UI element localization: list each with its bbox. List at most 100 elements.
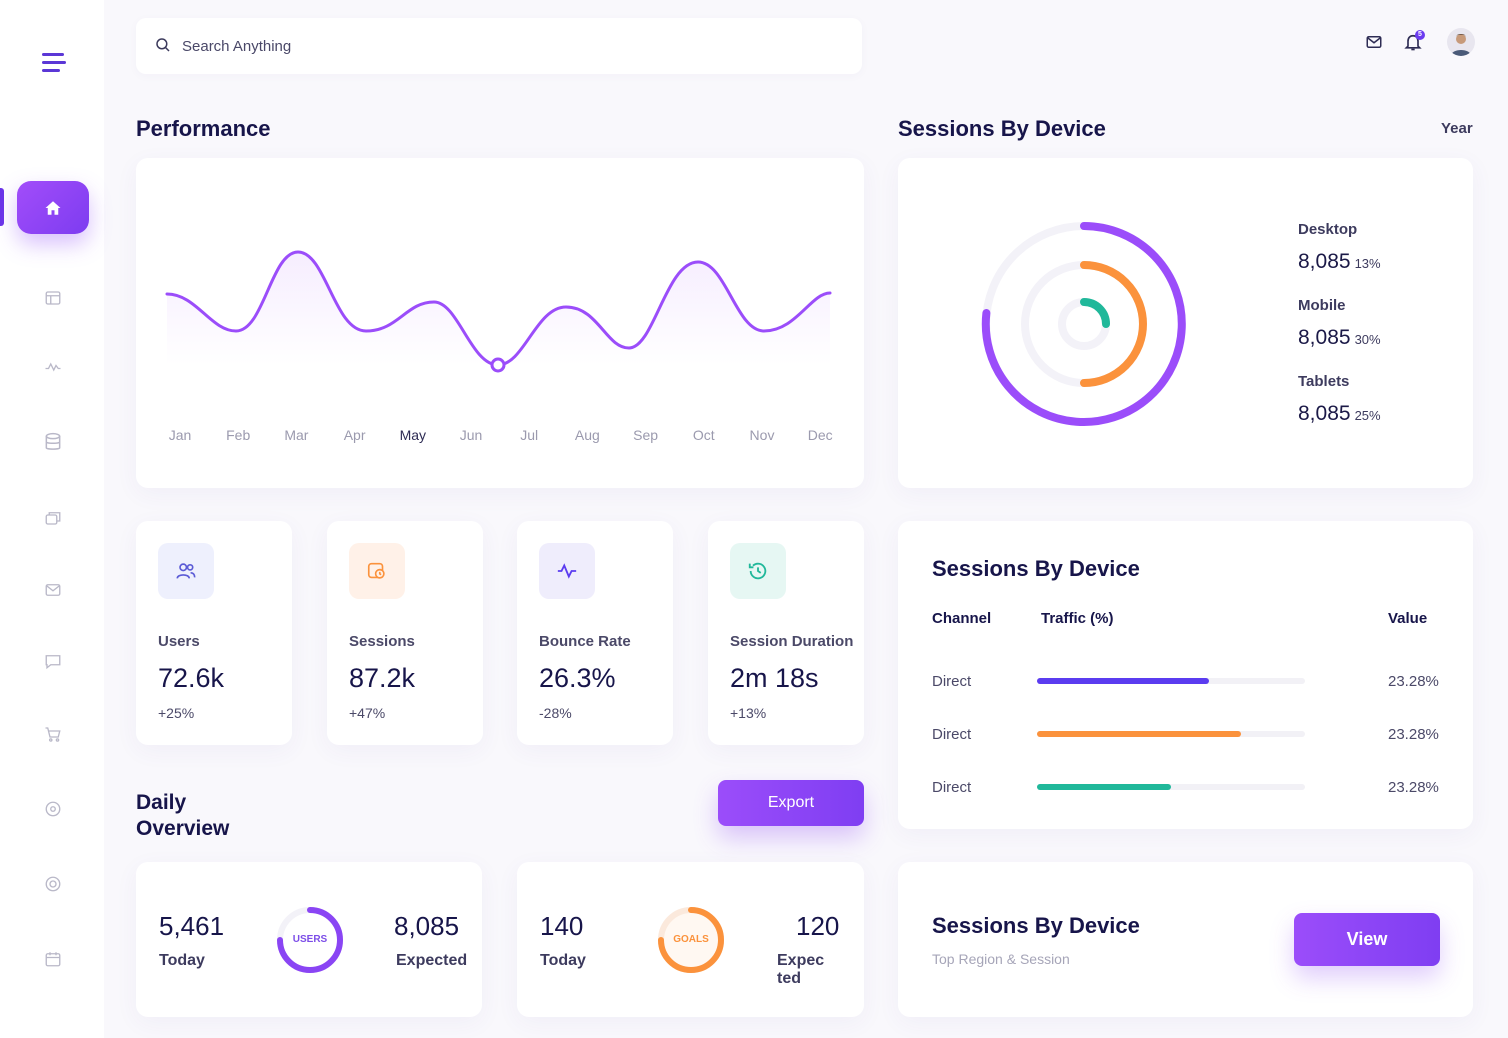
device-donut	[981, 222, 1186, 426]
clock-icon	[730, 543, 786, 599]
goals-ring-arc	[658, 907, 724, 973]
pulse-icon	[45, 362, 61, 372]
device-label-tablets: Tablets	[1298, 373, 1350, 390]
month-label: Nov	[749, 427, 775, 443]
column-header-value: Value	[1388, 610, 1428, 627]
month-label: Jul	[520, 427, 539, 443]
stat-label: Session Duration	[730, 633, 854, 650]
region-subtitle: Top Region & Session	[932, 951, 1070, 967]
goals-ring-label: GOALS	[673, 934, 709, 945]
view-button[interactable]: View	[1294, 913, 1440, 966]
sidebar-item-activity[interactable]	[42, 356, 64, 378]
export-button[interactable]: Export	[718, 780, 864, 826]
stat-change: +47%	[349, 705, 386, 721]
sidebar-item-cart[interactable]	[42, 723, 64, 745]
notification-badge: 5	[1415, 30, 1425, 40]
sidebar-item-home[interactable]	[17, 181, 89, 234]
stat-label: Sessions	[349, 633, 415, 650]
stat-card-bounce-rate[interactable]: Bounce Rate 26.3% -28%	[517, 521, 673, 745]
users-today-label: Today	[159, 952, 205, 969]
search-input[interactable]	[182, 34, 582, 58]
traffic-bar	[1037, 784, 1171, 790]
goals-expected-label-line2: ted	[777, 970, 801, 987]
column-header-channel: Channel	[932, 610, 992, 627]
mail-icon[interactable]	[1364, 33, 1384, 51]
month-label: Jun	[459, 427, 483, 443]
home-icon	[45, 200, 61, 215]
windows-icon	[45, 512, 61, 525]
stat-change: +13%	[730, 705, 767, 721]
cart-icon	[45, 727, 61, 742]
sidebar-item-database[interactable]	[42, 431, 64, 453]
sidebar-item-windows[interactable]	[42, 507, 64, 529]
month-label: Feb	[226, 427, 251, 443]
bell-icon[interactable]	[1403, 32, 1423, 52]
coin-icon	[45, 801, 61, 817]
stat-change: +25%	[158, 705, 195, 721]
database-icon	[45, 432, 61, 450]
month-label: Mar	[284, 427, 309, 443]
stat-value: 2m 18s	[730, 663, 819, 693]
month-label: Oct	[692, 427, 715, 443]
users-ring	[277, 907, 343, 973]
row-value: 23.28%	[1388, 673, 1439, 690]
sessions-device-card	[898, 158, 1473, 488]
month-label: Aug	[574, 427, 600, 443]
month-label: Jan	[168, 427, 192, 443]
row-value: 23.28%	[1388, 779, 1439, 796]
goals-expected-label-line1: Expec	[777, 952, 825, 969]
sidebar-item-layout[interactable]	[42, 287, 64, 309]
stat-change: -28%	[539, 705, 572, 721]
calendar-icon	[45, 952, 61, 967]
layout-icon	[45, 291, 61, 305]
month-label: Apr	[343, 427, 366, 443]
users-today-value: 5,461	[159, 911, 225, 941]
device-value-desktop: 8,085 13%	[1298, 250, 1381, 273]
goals-expected-value: 120	[796, 911, 840, 941]
sidebar-item-target[interactable]	[42, 873, 64, 895]
traffic-bar-track	[1037, 678, 1305, 684]
stat-value: 26.3%	[539, 663, 616, 693]
month-label: Sep	[633, 427, 659, 443]
active-indicator	[0, 188, 4, 226]
mobile-arc	[1080, 261, 1147, 387]
stat-card-users[interactable]: Users 72.6k +25%	[136, 521, 292, 745]
traffic-bar	[1037, 731, 1241, 737]
sidebar-item-chat[interactable]	[42, 650, 64, 672]
performance-marker[interactable]	[490, 357, 506, 373]
performance-chart	[165, 250, 832, 373]
sessions-icon	[349, 543, 405, 599]
stat-value: 87.2k	[349, 663, 416, 693]
traffic-card	[898, 521, 1473, 829]
user-avatar-icon	[1451, 34, 1471, 56]
stat-card-session-duration[interactable]: Session Duration 2m 18s +13%	[708, 521, 864, 745]
stat-card-sessions[interactable]: Sessions 87.2k +47%	[327, 521, 483, 745]
sidebar	[0, 0, 104, 1038]
stat-label: Bounce Rate	[539, 633, 631, 650]
goals-today-value: 140	[540, 911, 584, 941]
sidebar-item-mail[interactable]	[42, 579, 64, 601]
sidebar-item-calendar[interactable]	[42, 948, 64, 970]
performance-title: Performance	[136, 116, 271, 141]
row-channel: Direct	[932, 726, 972, 743]
stat-label: Users	[158, 633, 200, 650]
device-value-tablets: 8,085 25%	[1298, 402, 1381, 425]
performance-area	[167, 252, 830, 365]
sidebar-item-coins[interactable]	[42, 798, 64, 820]
period-selector[interactable]: Year	[1441, 120, 1473, 137]
users-ring-arc	[277, 907, 343, 973]
daily-title-line2: Overview	[136, 817, 230, 840]
daily-title-line1: Daily	[136, 791, 187, 814]
activity-icon	[539, 543, 595, 599]
chat-icon	[45, 655, 61, 670]
menu-icon[interactable]	[42, 53, 66, 73]
row-value: 23.28%	[1388, 726, 1439, 743]
row-channel: Direct	[932, 673, 972, 690]
traffic-bar-track	[1037, 784, 1305, 790]
traffic-bar-track	[1037, 731, 1305, 737]
stat-value: 72.6k	[158, 663, 225, 693]
traffic-title: Sessions By Device	[932, 556, 1140, 581]
avatar[interactable]	[1447, 28, 1475, 56]
month-label: May	[399, 427, 427, 443]
column-header-traffic: Traffic (%)	[1041, 610, 1114, 627]
